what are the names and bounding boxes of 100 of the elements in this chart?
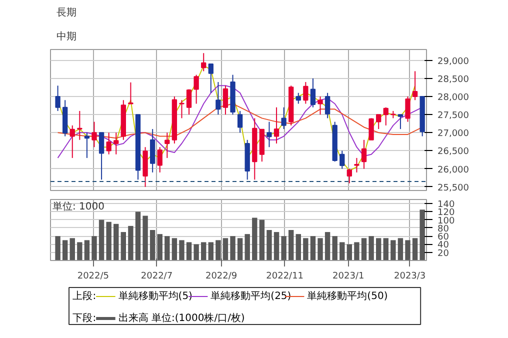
y-tick-label: 100 [438, 216, 455, 226]
bar [303, 238, 308, 260]
y-tick-label: 25,500 [438, 183, 470, 194]
bar [324, 232, 330, 260]
candlestick [114, 132, 119, 155]
candlestick [70, 124, 75, 158]
candlestick [92, 121, 97, 148]
bar [179, 240, 184, 260]
bar [208, 242, 214, 260]
bar [70, 238, 75, 260]
bar [288, 230, 294, 260]
y-tick-label: 26,000 [438, 165, 470, 176]
legend-title: 上段: [72, 290, 96, 302]
candlestick [361, 139, 367, 170]
x-tick-label: 2023/1 [332, 272, 364, 282]
candlestick [194, 74, 199, 104]
candlestick [77, 110, 82, 140]
bar [216, 240, 221, 260]
bar [281, 236, 286, 260]
bar [332, 236, 338, 260]
bar [201, 242, 206, 260]
x-tick-label: 2022/11 [266, 272, 304, 282]
candlestick [318, 96, 323, 116]
annotation: 単位: 1000 [52, 200, 104, 212]
bar [186, 242, 192, 260]
candlestick [266, 121, 272, 148]
legend-title: 下段: [72, 312, 96, 324]
candlestick [412, 70, 418, 101]
x-tick-label: 2022/7 [140, 272, 173, 282]
y-tick-label: 28,000 [438, 93, 470, 103]
bar [150, 230, 156, 260]
x-tick-label: 2022/5 [77, 272, 110, 282]
bar [398, 238, 404, 260]
candlestick [150, 128, 156, 173]
category-label: 中期 [56, 30, 76, 42]
y-tick-label: 27,000 [438, 129, 470, 140]
candlestick [55, 85, 60, 112]
bar [164, 236, 170, 260]
bar [222, 238, 228, 260]
candlestick [324, 92, 330, 119]
bar [230, 236, 236, 260]
bar [120, 232, 126, 260]
bar [310, 236, 316, 260]
bar [376, 238, 382, 260]
bar [259, 220, 265, 260]
bar [266, 230, 272, 260]
bar [92, 236, 97, 260]
candlestick [368, 118, 374, 140]
bar [84, 240, 90, 260]
bar [244, 234, 250, 260]
y-tick-label: 120 [438, 208, 455, 218]
candlestick [340, 150, 345, 170]
candlestick [84, 132, 90, 158]
candlestick [383, 106, 388, 126]
candlestick [237, 110, 243, 134]
bar [405, 240, 410, 260]
bar [98, 220, 104, 260]
candlestick [186, 88, 192, 116]
bar [420, 210, 425, 260]
candlestick [208, 63, 214, 94]
bar [346, 244, 352, 260]
candlestick [98, 132, 104, 180]
category-label: 長期 [56, 6, 76, 18]
bar [318, 238, 323, 260]
candlestick [164, 132, 170, 158]
candlestick [398, 114, 404, 130]
bar [142, 216, 148, 260]
bar [194, 244, 199, 260]
y-tick-label: 28,500 [438, 74, 470, 85]
bar [354, 242, 360, 260]
candlestick [274, 106, 280, 144]
candlestick [346, 168, 352, 184]
bar [55, 236, 60, 260]
bar [62, 240, 68, 260]
bar [128, 226, 134, 260]
candlestick [376, 114, 382, 130]
bar [390, 240, 396, 260]
legend-label: 単純移動平均(25) [210, 290, 292, 302]
bar [296, 234, 301, 260]
bar [135, 212, 141, 260]
candlestick [106, 132, 112, 155]
x-tick-label: 2022/9 [205, 272, 238, 282]
candlestick [157, 146, 162, 173]
y-tick-label: 20 [438, 248, 450, 259]
candlestick [281, 106, 286, 130]
bar [157, 234, 162, 260]
bar [368, 236, 374, 260]
bar [106, 222, 112, 260]
bar [412, 238, 418, 260]
y-tick-label: 26,500 [438, 147, 470, 158]
legend-label: 出来高 単位:(1000株/口/枚) [118, 312, 245, 324]
candlestick [216, 82, 221, 116]
candlestick [222, 85, 228, 116]
bar [340, 242, 345, 260]
candlestick [310, 78, 316, 108]
legend-label: 単純移動平均(5) [118, 290, 193, 302]
candlestick [303, 82, 308, 104]
bar [237, 238, 243, 260]
bar [77, 242, 82, 260]
bar [383, 238, 388, 260]
